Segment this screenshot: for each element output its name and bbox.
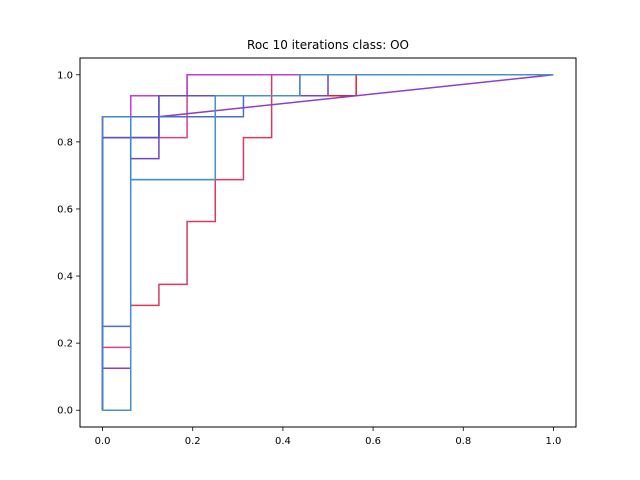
roc-series-line-4 — [101, 74, 554, 411]
roc-series-line-10 — [102, 74, 554, 411]
y-tick-label: 0.6 — [57, 204, 73, 215]
roc-series-line-5 — [101, 74, 554, 411]
series-layer — [101, 74, 554, 411]
roc-series-line-3 — [101, 74, 554, 411]
x-tick-label: 0.4 — [275, 436, 291, 447]
y-tick-label: 1.0 — [57, 70, 73, 81]
x-tick-label: 0.2 — [185, 436, 201, 447]
roc-series-line-2 — [102, 74, 554, 411]
x-tick-label: 0.6 — [365, 436, 381, 447]
y-axis: 0.0 0.2 0.4 0.6 0.8 1.0 — [57, 70, 80, 417]
y-tick-label: 0.0 — [57, 406, 73, 417]
roc-series-line-6 — [101, 74, 554, 411]
roc-series-line-1 — [101, 74, 554, 411]
y-tick-label: 0.2 — [57, 339, 73, 350]
chart-title: Roc 10 iterations class: OO — [247, 38, 409, 52]
x-tick-label: 0.8 — [455, 436, 471, 447]
y-tick-label: 0.8 — [57, 137, 73, 148]
roc-series-line-8 — [101, 74, 554, 411]
roc-series-line-7 — [101, 74, 554, 411]
plot-frame — [79, 57, 577, 428]
x-axis: 0.0 0.2 0.4 0.6 0.8 1.0 — [95, 427, 562, 447]
x-tick-label: 0.0 — [95, 436, 111, 447]
roc-series-line-9 — [101, 74, 554, 411]
y-tick-label: 0.4 — [57, 272, 73, 283]
x-tick-label: 1.0 — [546, 436, 562, 447]
